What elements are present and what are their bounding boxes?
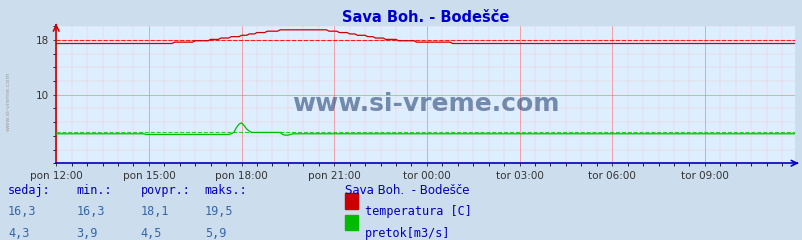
Text: 18,1: 18,1: [140, 205, 168, 218]
Text: Sava Boh.  - Bodešče: Sava Boh. - Bodešče: [345, 184, 469, 197]
Text: temperatura [C]: temperatura [C]: [365, 205, 472, 218]
Text: 4,5: 4,5: [140, 227, 162, 240]
Bar: [345, 215, 358, 230]
Title: Sava Boh. - Bodešče: Sava Boh. - Bodešče: [342, 10, 508, 25]
Text: 16,3: 16,3: [8, 205, 36, 218]
Text: www.si-vreme.com: www.si-vreme.com: [291, 92, 559, 116]
Text: 4,3: 4,3: [8, 227, 30, 240]
Text: min.:: min.:: [76, 184, 111, 197]
Bar: [345, 193, 358, 209]
Text: povpr.:: povpr.:: [140, 184, 190, 197]
Text: 3,9: 3,9: [76, 227, 98, 240]
Text: 5,9: 5,9: [205, 227, 226, 240]
Text: pretok[m3/s]: pretok[m3/s]: [365, 227, 450, 240]
Text: www.si-vreme.com: www.si-vreme.com: [6, 71, 10, 131]
Text: 19,5: 19,5: [205, 205, 233, 218]
Text: sedaj:: sedaj:: [8, 184, 51, 197]
Text: 16,3: 16,3: [76, 205, 104, 218]
Text: maks.:: maks.:: [205, 184, 247, 197]
